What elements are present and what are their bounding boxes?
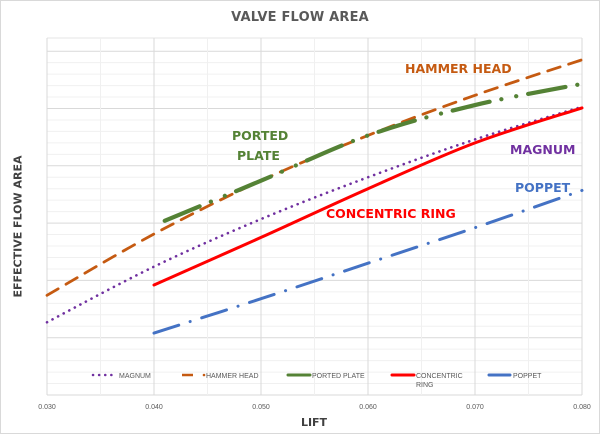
legend-label-hammer-head: HAMMER HEAD: [206, 373, 259, 380]
x-tick: 0.050: [252, 404, 270, 411]
legend: MAGNUM HAMMER HEAD PORTED PLATE CONCENTR…: [91, 373, 542, 389]
series-ported-plate: [162, 81, 585, 223]
series-poppet: [152, 188, 584, 335]
gridlines: [46, 37, 583, 396]
x-tick: 0.070: [466, 404, 484, 411]
legend-label-concentric-2: RING: [416, 382, 434, 389]
x-tick: 0.080: [573, 404, 591, 411]
x-axis-label: LIFT: [300, 416, 328, 429]
legend-swatch-hammer-dot: [202, 373, 206, 377]
legend-item-hammer-head[interactable]: HAMMER HEAD: [182, 373, 259, 380]
legend-item-concentric-ring[interactable]: CONCENTRIC RING: [390, 373, 463, 389]
series-concentric-ring: [152, 106, 584, 287]
x-tick: 0.060: [359, 404, 377, 411]
legend-label-concentric-1: CONCENTRIC: [416, 373, 463, 380]
legend-label-ported-plate: PORTED PLATE: [312, 373, 365, 380]
annotation-plate: PLATE: [237, 148, 280, 163]
legend-label-poppet: POPPET: [513, 373, 542, 380]
series-lines: [45, 58, 585, 335]
annotation-concentric-ring: CONCENTRIC RING: [326, 206, 456, 221]
legend-item-ported-plate[interactable]: PORTED PLATE: [286, 373, 365, 380]
legend-label-magnum: MAGNUM: [119, 373, 151, 380]
x-tick: 0.030: [38, 404, 56, 411]
x-axis-ticks: 0.030 0.040 0.050 0.060 0.070 0.080: [38, 404, 591, 411]
annotation-poppet: POPPET: [515, 180, 571, 195]
annotation-hammer-head: HAMMER HEAD: [405, 61, 512, 76]
series-magnum: [45, 105, 584, 324]
legend-item-poppet[interactable]: POPPET: [487, 373, 542, 380]
chart-title: VALVE FLOW AREA: [231, 10, 369, 25]
x-tick: 0.040: [145, 404, 163, 411]
legend-item-magnum[interactable]: MAGNUM: [91, 373, 151, 380]
annotation-magnum: MAGNUM: [510, 142, 575, 157]
annotation-ported: PORTED: [232, 128, 288, 143]
